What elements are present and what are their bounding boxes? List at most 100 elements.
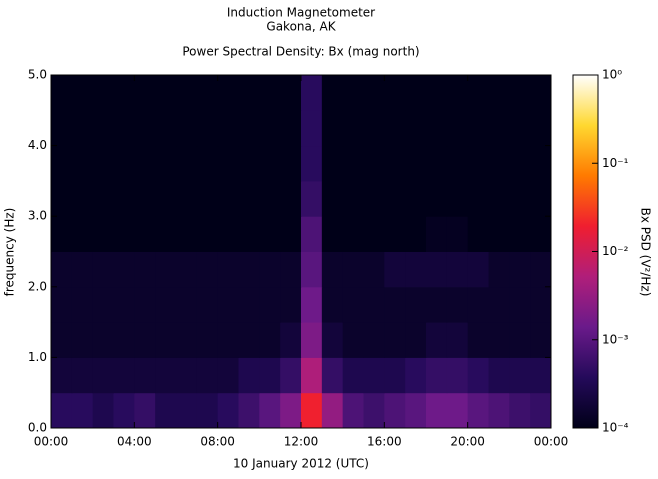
heatmap-cell xyxy=(384,75,406,111)
heatmap-cell xyxy=(301,110,323,147)
heatmap-cell xyxy=(280,110,302,147)
heatmap-cell xyxy=(196,286,219,323)
heatmap-cell xyxy=(488,322,510,358)
heatmap-cell xyxy=(176,110,198,147)
heatmap-cell xyxy=(342,216,364,252)
heatmap-cell xyxy=(467,286,489,323)
heatmap-cell xyxy=(301,322,323,358)
heatmap-cell xyxy=(238,251,260,288)
heatmap-cell xyxy=(467,145,489,182)
heatmap-cell xyxy=(530,251,552,288)
heatmap-cell xyxy=(509,110,531,147)
heatmap-cell xyxy=(426,251,448,288)
heatmap-cell xyxy=(405,180,427,217)
heatmap-cell xyxy=(467,322,489,358)
heatmap-cell xyxy=(426,216,448,252)
heatmap-cell xyxy=(280,145,302,182)
x-tick-label: 04:00 xyxy=(117,435,152,449)
heatmap-cell xyxy=(363,286,385,323)
heatmap-cell xyxy=(259,251,281,288)
heatmap-cell xyxy=(467,216,489,252)
heatmap-cell xyxy=(363,145,385,182)
heatmap-cell xyxy=(426,75,448,111)
heatmap-cell xyxy=(259,75,281,111)
y-tick-label: 2.0 xyxy=(28,279,47,293)
heatmap-cell xyxy=(488,145,510,182)
heatmap-cell xyxy=(321,145,344,182)
heatmap-cell xyxy=(238,110,260,147)
heatmap-cell xyxy=(176,145,198,182)
heatmap-cell xyxy=(384,251,406,288)
heatmap-cell xyxy=(384,357,406,394)
heatmap-cell xyxy=(384,392,406,429)
heatmap-cell xyxy=(509,392,531,429)
heatmap-cell xyxy=(384,180,406,217)
heatmap-cell xyxy=(92,392,114,429)
heatmap-cell xyxy=(51,286,73,323)
heatmap-cell xyxy=(134,322,156,358)
heatmap-cell xyxy=(509,357,531,394)
heatmap-cell xyxy=(71,75,94,111)
heatmap-cell xyxy=(155,110,177,147)
colorbar-tick-label: 10⁻¹ xyxy=(602,156,629,170)
x-tick-label: 00:00 xyxy=(34,435,69,449)
heatmap-cell xyxy=(342,180,364,217)
heatmap-cell xyxy=(488,75,510,111)
heatmap-cell xyxy=(488,357,510,394)
heatmap-cell xyxy=(342,251,364,288)
heatmap-cell xyxy=(530,286,552,323)
heatmap-cell xyxy=(280,251,302,288)
heatmap-cell xyxy=(113,392,135,429)
heatmap-cell xyxy=(488,216,510,252)
heatmap-cell xyxy=(280,75,302,111)
heatmap-cell xyxy=(176,251,198,288)
heatmap-cell xyxy=(384,286,406,323)
heatmap-cell xyxy=(405,145,427,182)
heatmap-cell xyxy=(51,145,73,182)
heatmap-cell xyxy=(426,180,448,217)
heatmap-cell xyxy=(363,180,385,217)
heatmap-cell xyxy=(113,322,135,358)
heatmap-cell xyxy=(530,180,552,217)
heatmap-cell xyxy=(176,286,198,323)
heatmap-cell xyxy=(488,392,510,429)
heatmap-cell xyxy=(51,180,73,217)
heatmap-cell xyxy=(342,75,364,111)
heatmap-cell xyxy=(280,392,302,429)
heatmap-cell xyxy=(363,322,385,358)
heatmap-cell xyxy=(196,322,219,358)
heatmap-cell xyxy=(509,286,531,323)
heatmap-cell xyxy=(384,145,406,182)
heatmap-cell xyxy=(113,145,135,182)
chart-title: Induction Magnetometer xyxy=(227,6,375,20)
heatmap-cell xyxy=(259,216,281,252)
heatmap-cell xyxy=(134,216,156,252)
heatmap-cell xyxy=(217,392,239,429)
heatmap-cell xyxy=(71,145,94,182)
heatmap-cell xyxy=(488,286,510,323)
heatmap-cell xyxy=(92,357,114,394)
heatmap-cell xyxy=(405,75,427,111)
heatmap-cell xyxy=(446,75,469,111)
heatmap-cell xyxy=(509,216,531,252)
heatmap-cell xyxy=(113,75,135,111)
heatmap-cell xyxy=(238,322,260,358)
y-tick-label: 1.0 xyxy=(28,350,47,364)
heatmap-cell xyxy=(363,216,385,252)
heatmap-cell xyxy=(176,180,198,217)
heatmap-cell xyxy=(217,216,239,252)
heatmap-cell xyxy=(217,145,239,182)
y-tick-label: 0.0 xyxy=(28,421,47,435)
heatmap-cell xyxy=(426,110,448,147)
heatmap-cell xyxy=(176,357,198,394)
heatmap-cell xyxy=(384,110,406,147)
heatmap-cell xyxy=(509,180,531,217)
heatmap-cell xyxy=(155,322,177,358)
heatmap-cell xyxy=(217,322,239,358)
heatmap-cell xyxy=(238,180,260,217)
heatmap-cell xyxy=(426,392,448,429)
x-tick-label: 08:00 xyxy=(200,435,235,449)
heatmap-cell xyxy=(51,110,73,147)
heatmap-cell xyxy=(446,110,469,147)
heatmap-cell xyxy=(530,216,552,252)
